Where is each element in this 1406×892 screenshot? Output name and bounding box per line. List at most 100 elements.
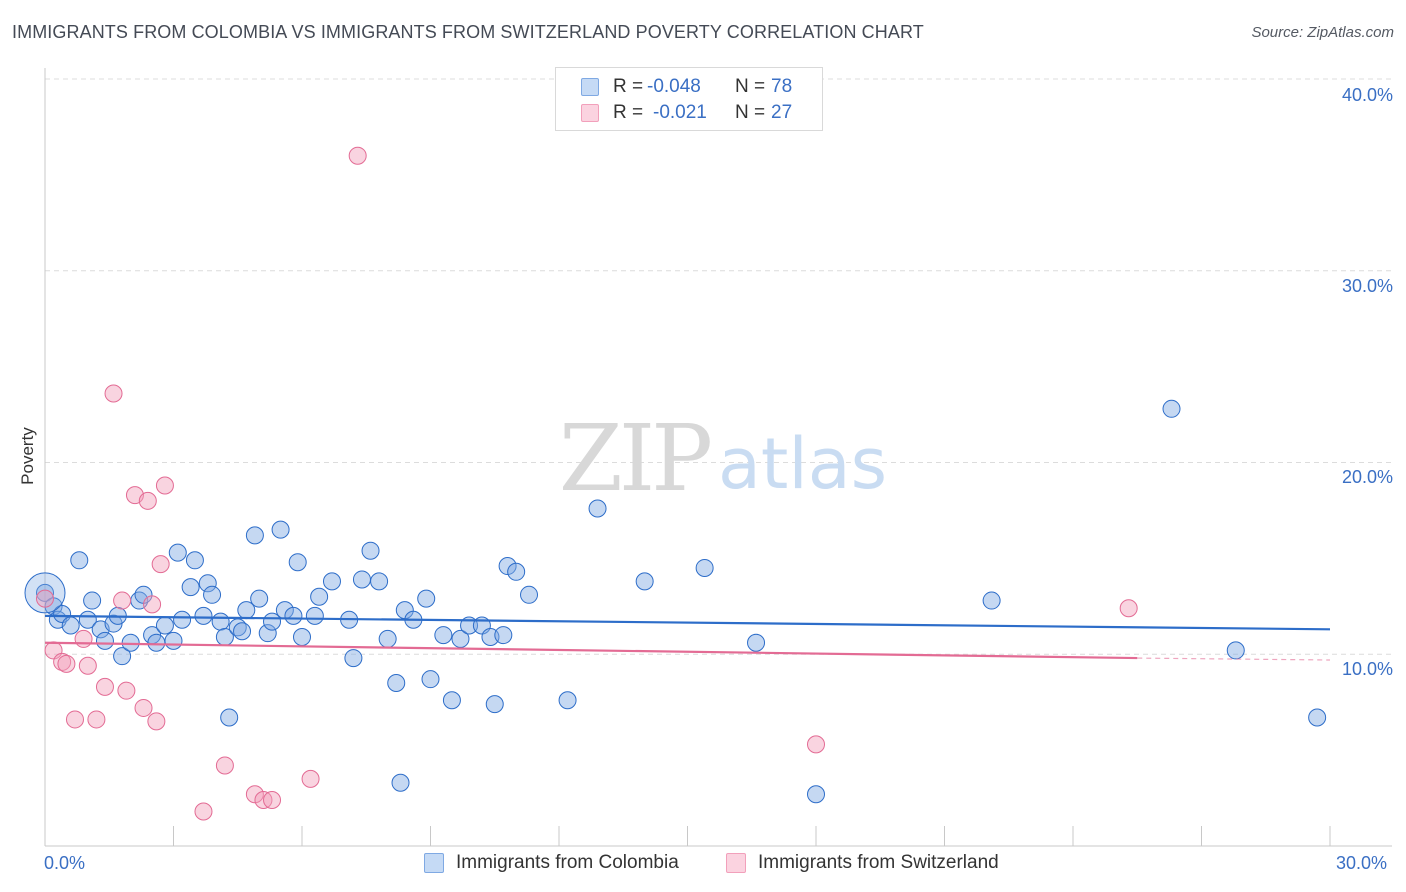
colombia-point bbox=[378, 629, 397, 648]
legend-r-label: R = bbox=[613, 76, 644, 97]
colombia-point bbox=[121, 633, 140, 652]
series-legend: Immigrants from Colombia Immigrants from… bbox=[0, 852, 1406, 878]
legend-n-label: N = bbox=[735, 76, 766, 97]
colombia-point bbox=[635, 572, 654, 591]
colombia-point bbox=[203, 585, 222, 604]
legend-n-value: 27 bbox=[771, 102, 793, 123]
colombia-point bbox=[83, 591, 102, 610]
series-switzerland-points bbox=[36, 146, 1138, 821]
chart-source: Source: ZipAtlas.com bbox=[1251, 24, 1394, 41]
gridlines bbox=[45, 78, 1392, 655]
switzerland-point bbox=[348, 146, 367, 165]
switzerland-point bbox=[155, 476, 174, 495]
colombia-point bbox=[1308, 708, 1327, 727]
switzerland-point bbox=[143, 595, 162, 614]
legend-item-switzerland: Immigrants from Switzerland bbox=[726, 852, 999, 874]
colombia-point bbox=[245, 526, 264, 545]
colombia-point bbox=[113, 647, 132, 666]
switzerland-point bbox=[36, 589, 54, 608]
colombia-point bbox=[194, 606, 213, 625]
colombia-point bbox=[558, 691, 577, 710]
switzerland-point bbox=[104, 384, 123, 403]
switzerland-point bbox=[807, 735, 825, 754]
colombia-point bbox=[95, 631, 114, 650]
switzerland-point bbox=[113, 591, 132, 610]
colombia-point-large bbox=[24, 572, 66, 614]
legend-r-label: R = bbox=[613, 102, 644, 123]
colombia-point bbox=[310, 587, 329, 606]
colombia-point bbox=[233, 622, 252, 641]
y-tick-label-40: 40.0% bbox=[1341, 85, 1393, 105]
switzerland-point bbox=[194, 802, 213, 821]
switzerland-point bbox=[263, 790, 282, 809]
colombia-point bbox=[387, 674, 406, 693]
colombia-point bbox=[284, 606, 303, 625]
colombia-point bbox=[211, 612, 230, 631]
switzerland-point bbox=[87, 710, 106, 729]
switzerland-point bbox=[215, 756, 234, 775]
switzerland-point bbox=[78, 656, 97, 675]
colombia-point bbox=[181, 578, 200, 597]
legend-swatch-switzerland bbox=[726, 853, 746, 873]
switzerland-point bbox=[1119, 599, 1138, 618]
legend-label-colombia: Immigrants from Colombia bbox=[456, 852, 679, 873]
switzerland-point bbox=[147, 712, 166, 731]
switzerland-point bbox=[117, 681, 136, 700]
colombia-point bbox=[807, 785, 825, 804]
colombia-point bbox=[695, 558, 714, 577]
y-tick-label-20: 20.0% bbox=[1341, 467, 1393, 487]
colombia-point bbox=[147, 633, 166, 652]
trendline-colombia bbox=[44, 614, 1331, 631]
legend-n-label: N = bbox=[735, 102, 766, 123]
y-axis-label: Poverty bbox=[18, 427, 37, 485]
legend-swatch-colombia bbox=[424, 853, 444, 873]
legend-swatch-switzerland bbox=[581, 104, 599, 122]
legend-label-switzerland: Immigrants from Switzerland bbox=[758, 852, 999, 873]
colombia-point bbox=[168, 543, 187, 562]
legend-swatch-colombia bbox=[581, 78, 599, 96]
colombia-point bbox=[288, 553, 307, 572]
colombia-point bbox=[36, 583, 54, 602]
legend-r-value: -0.048 bbox=[647, 76, 701, 97]
legend-r-value: -0.021 bbox=[653, 102, 707, 123]
colombia-point bbox=[322, 572, 341, 591]
colombia-point bbox=[155, 616, 174, 635]
colombia-point bbox=[250, 589, 269, 608]
y-tick-label-10: 10.0% bbox=[1341, 659, 1393, 679]
x-tick-label-min: 0.0% bbox=[44, 853, 86, 873]
colombia-point bbox=[520, 585, 539, 604]
colombia-point bbox=[198, 574, 217, 593]
switzerland-point bbox=[74, 629, 93, 648]
colombia-point bbox=[1162, 399, 1181, 418]
colombia-point bbox=[173, 610, 192, 629]
switzerland-point bbox=[65, 710, 84, 729]
switzerland-point bbox=[95, 677, 114, 696]
legend-row-switzerland: R = -0.021 N = 27 bbox=[581, 101, 792, 125]
legend-item-colombia: Immigrants from Colombia bbox=[424, 852, 679, 874]
x-tick-label-max: 30.0% bbox=[1336, 853, 1388, 873]
colombia-point bbox=[485, 695, 504, 714]
colombia-point bbox=[982, 591, 1001, 610]
colombia-point bbox=[61, 616, 80, 635]
colombia-point bbox=[258, 624, 277, 643]
colombia-point bbox=[305, 606, 324, 625]
colombia-point bbox=[417, 589, 436, 608]
colombia-point bbox=[434, 626, 453, 645]
chart-title: IMMIGRANTS FROM COLOMBIA VS IMMIGRANTS F… bbox=[12, 22, 924, 42]
colombia-point bbox=[494, 626, 513, 645]
legend-n-value: 78 bbox=[771, 76, 793, 97]
colombia-point bbox=[220, 708, 239, 727]
switzerland-point bbox=[134, 698, 153, 717]
colombia-point bbox=[442, 691, 461, 710]
switzerland-point bbox=[138, 491, 157, 510]
watermark-zip: ZIP bbox=[559, 405, 710, 512]
switzerland-point bbox=[57, 654, 76, 673]
switzerland-point bbox=[151, 555, 170, 574]
trendline-switzerland bbox=[44, 641, 1138, 660]
colombia-point bbox=[185, 551, 204, 570]
colombia-point bbox=[293, 627, 311, 646]
axes bbox=[44, 68, 1392, 847]
switzerland-point bbox=[301, 769, 320, 788]
colombia-point bbox=[344, 649, 363, 668]
